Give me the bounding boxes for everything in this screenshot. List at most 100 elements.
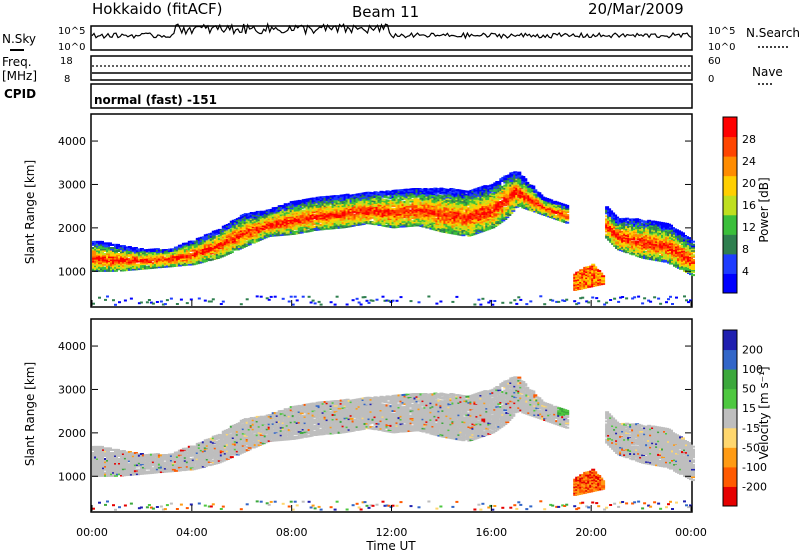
power-cell: [279, 208, 284, 211]
nave-tick-high: 60: [708, 56, 721, 67]
power-cell: [387, 299, 391, 302]
power-cell: [355, 297, 359, 300]
power-cell: [185, 251, 190, 254]
power-cell: [309, 213, 314, 215]
power-cell: [297, 225, 302, 228]
beam-title: Beam 11: [352, 3, 419, 21]
power-cell: [165, 256, 170, 259]
power-cell: [551, 299, 555, 302]
power-cell: [131, 262, 136, 265]
power-cell: [591, 296, 595, 299]
sky-noise-line: [91, 21, 692, 40]
power-cell: [353, 196, 358, 199]
power-cell: [275, 222, 280, 225]
power-cell: [141, 263, 146, 265]
power-cell: [149, 301, 153, 304]
power-cell: [353, 213, 358, 216]
power-cell: [411, 194, 416, 197]
power-cell: [397, 200, 402, 202]
power-cell: [114, 251, 118, 254]
power-cell: [323, 209, 328, 212]
power-cell: [377, 196, 382, 199]
power-cell: [269, 227, 274, 230]
power-cell: [417, 301, 421, 304]
power-cell: [365, 299, 369, 302]
power-cell: [297, 209, 302, 211]
power-cell: [299, 217, 304, 220]
power-cell: [125, 247, 130, 250]
power-cell: [385, 219, 390, 222]
sky-tick-low-right: 10^0: [708, 42, 735, 53]
power-cell: [587, 301, 591, 304]
power-cell: [385, 193, 390, 196]
power-cell: [123, 299, 127, 302]
power-cell: [209, 252, 214, 255]
power-cell: [311, 200, 316, 203]
power-cell: [459, 208, 464, 210]
power-cell: [125, 262, 130, 265]
power-cell: [273, 226, 278, 229]
power-cell: [207, 300, 211, 303]
power-cell: [283, 227, 288, 230]
power-cell: [525, 303, 529, 306]
power-cell: [407, 218, 412, 221]
power-cell: [573, 300, 577, 303]
power-cell: [469, 224, 474, 227]
power-cell: [381, 191, 386, 194]
power-cell: [351, 224, 356, 227]
power-cell: [403, 214, 408, 217]
power-cell: [269, 213, 274, 216]
power-cell: [92, 302, 95, 305]
power-cell: [301, 203, 306, 206]
power-cell: [495, 216, 500, 218]
power-cell: [603, 303, 607, 306]
power-cell: [387, 224, 392, 227]
power-cell: [451, 188, 456, 191]
power-cell: [329, 301, 333, 304]
power-cell: [125, 250, 130, 253]
power-cell: [605, 206, 610, 209]
power-cell: [411, 191, 416, 194]
power-cell: [203, 260, 208, 263]
power-cell: [104, 243, 108, 246]
power-cell: [255, 295, 259, 298]
power-cell: [333, 224, 338, 226]
power-cell: [283, 230, 288, 233]
freq-label-1: Freq.: [2, 55, 32, 69]
power-cell: [159, 255, 164, 258]
power-cell: [387, 218, 392, 221]
power-cell: [599, 272, 604, 275]
power-cell: [335, 225, 340, 228]
power-cell: [114, 269, 118, 272]
power-cell: [145, 301, 149, 304]
power-cell: [395, 226, 400, 228]
power-cell: [501, 301, 505, 304]
power-cell: [135, 263, 140, 266]
power-cell: [361, 296, 365, 299]
power-cell: [635, 241, 640, 243]
power-cell: [106, 245, 110, 248]
power-cell: [129, 255, 134, 257]
power-cell: [593, 266, 598, 269]
power-cell: [181, 259, 186, 262]
power-cell: [123, 257, 128, 259]
power-cell: [405, 199, 410, 202]
power-cell: [125, 264, 130, 267]
power-cell: [371, 299, 375, 302]
power-cell: [405, 202, 410, 205]
power-cell: [267, 216, 272, 219]
power-cell: [577, 302, 581, 305]
power-cell: [301, 200, 306, 203]
power-cell: [457, 230, 462, 233]
power-cell: [427, 295, 431, 298]
power-cell: [321, 223, 326, 226]
power-cell: [389, 203, 394, 206]
power-cell: [171, 263, 176, 266]
power-cell: [495, 188, 500, 191]
power-cell: [247, 243, 252, 246]
power-cell: [131, 263, 136, 266]
power-cell: [219, 303, 223, 305]
power-cell: [409, 205, 414, 207]
power-cell: [621, 296, 625, 298]
power-cell: [151, 251, 156, 254]
